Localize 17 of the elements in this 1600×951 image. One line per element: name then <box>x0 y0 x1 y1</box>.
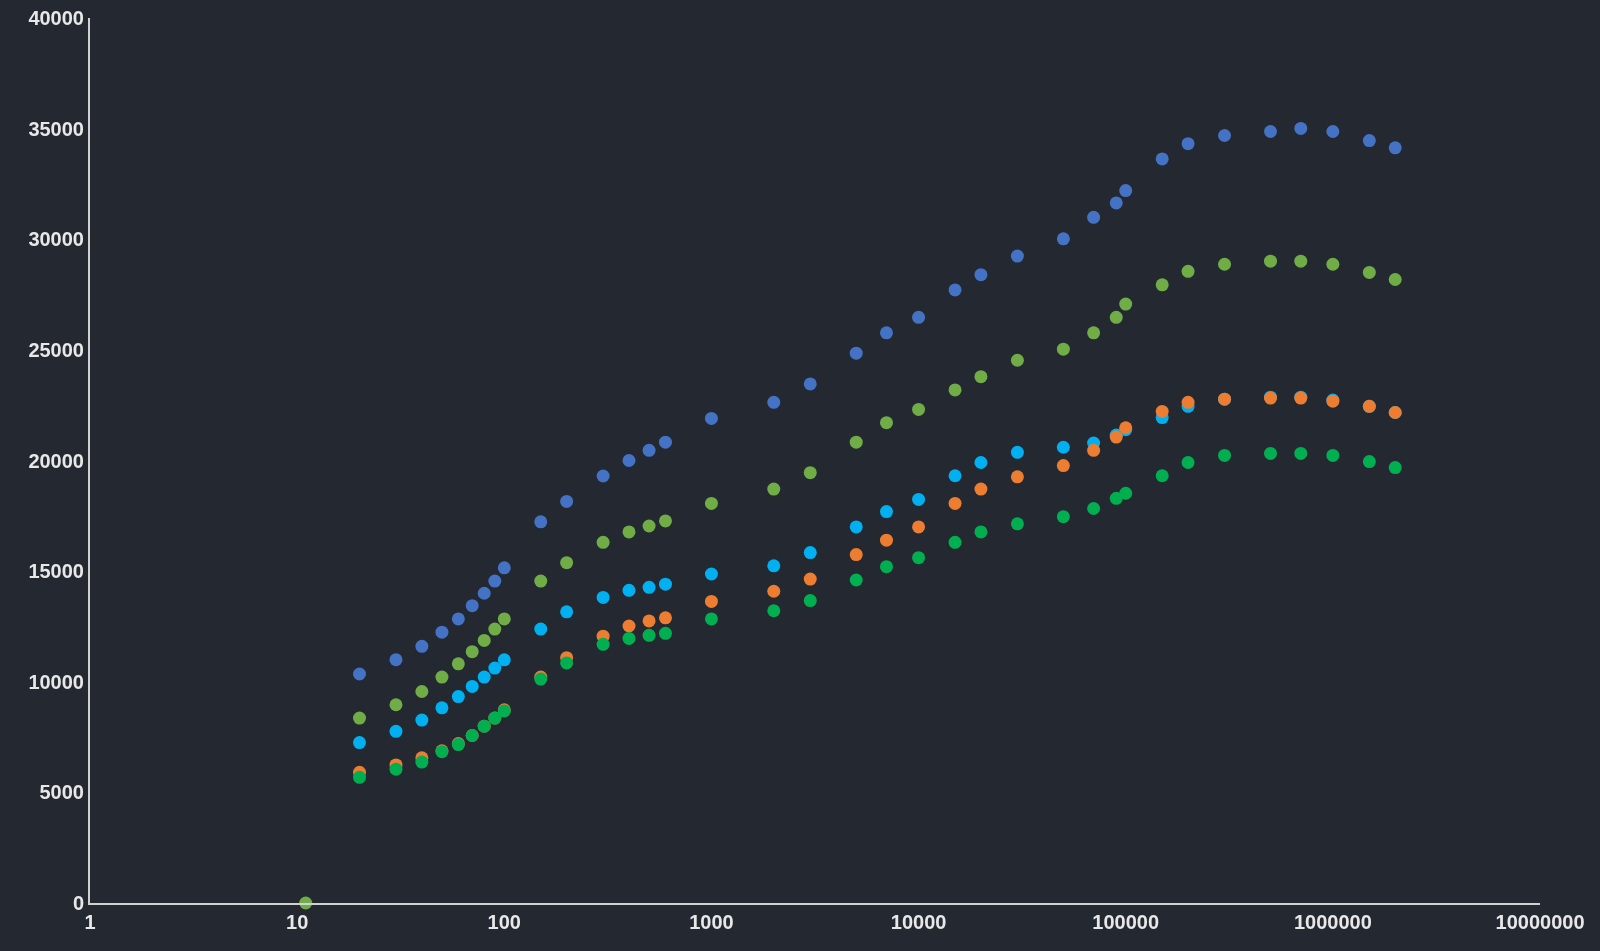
y-tick-label: 30000 <box>28 228 84 251</box>
x-tick-label: 1000 <box>689 911 734 933</box>
y-tick-label: 25000 <box>28 338 84 361</box>
y-tick-label: 15000 <box>28 560 84 583</box>
x-tick-label: 1000000 <box>1293 911 1372 933</box>
x-tick-label: 1 <box>84 911 96 933</box>
x-tick-label: 10000000 <box>1495 911 1585 933</box>
y-tick-label: 20000 <box>28 449 84 472</box>
y-tick-label: 0 <box>72 892 84 914</box>
x-tick-label: 10 <box>286 911 309 933</box>
x-tick-label: 10000 <box>890 911 947 933</box>
y-tick-label: 10000 <box>28 670 84 693</box>
x-tick-label: 100 <box>487 911 521 933</box>
y-tick-label: 35000 <box>28 117 84 140</box>
y-tick-label: 5000 <box>39 781 84 804</box>
y-tick-label: 40000 <box>28 7 84 29</box>
x-tick-label: 100000 <box>1092 911 1160 933</box>
